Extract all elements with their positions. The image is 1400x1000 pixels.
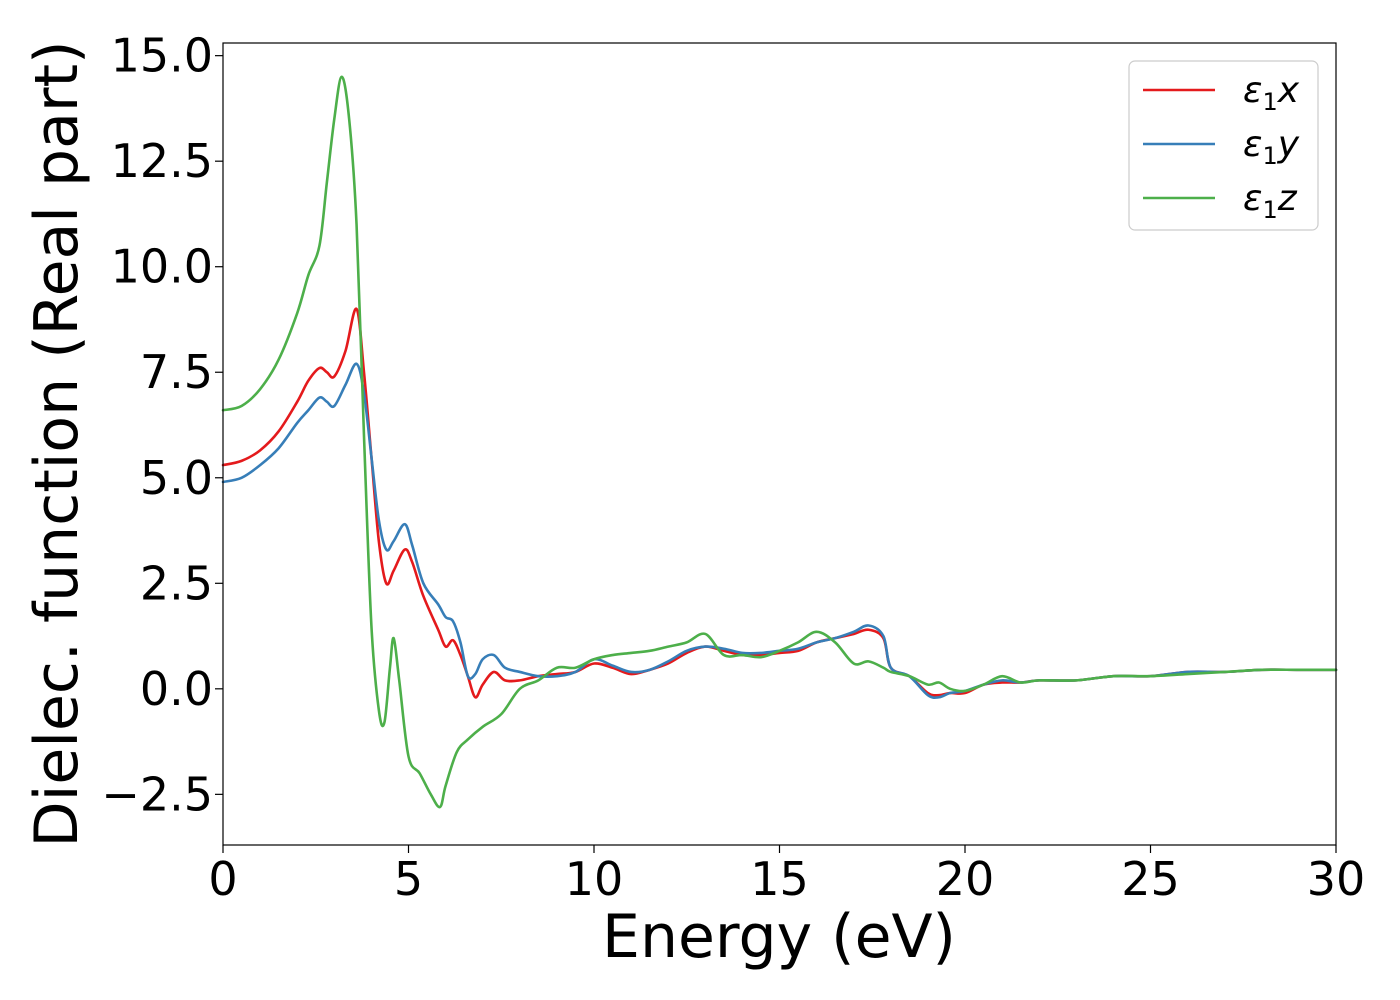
legend-label-3: ε1z xyxy=(1243,178,1298,224)
x-tick-label: 10 xyxy=(565,852,624,906)
y-tick-label: 12.5 xyxy=(111,134,213,188)
y-tick-label: 15.0 xyxy=(111,29,213,83)
x-tick-label: 25 xyxy=(1121,852,1180,906)
x-tick-label: 0 xyxy=(208,852,237,906)
y-axis: −2.5 0.0 2.5 5.0 7.5 10.0 12.5 15.0 xyxy=(101,29,223,821)
x-axis: 0 5 10 15 20 25 30 xyxy=(208,845,1365,906)
series-line-2 xyxy=(221,362,1338,699)
y-tick-label: 7.5 xyxy=(140,345,213,399)
x-tick-label: 30 xyxy=(1307,852,1366,906)
y-axis-label: Dielec. function (Real part) xyxy=(22,41,92,848)
x-axis-label: Energy (eV) xyxy=(602,902,956,972)
y-tick-label: 2.5 xyxy=(140,556,213,610)
y-tick-label: −2.5 xyxy=(101,767,213,821)
x-tick-label: 15 xyxy=(750,852,809,906)
x-tick-label: 5 xyxy=(394,852,423,906)
y-tick-label: 5.0 xyxy=(140,451,213,505)
x-tick-label: 20 xyxy=(936,852,995,906)
legend-label-2: ε1y xyxy=(1243,124,1300,170)
legend-label-1: ε1x xyxy=(1243,70,1300,116)
legend-items: ε1x ε1y ε1z xyxy=(1143,70,1300,224)
series-layer xyxy=(221,75,1338,809)
y-tick-label: 10.0 xyxy=(111,240,213,294)
y-tick-label: 0.0 xyxy=(140,662,213,716)
legend-box xyxy=(1128,60,1319,231)
series-line-1 xyxy=(221,307,1338,699)
series-line-3 xyxy=(221,75,1338,809)
legend: ε1x ε1y ε1z xyxy=(1128,60,1319,231)
